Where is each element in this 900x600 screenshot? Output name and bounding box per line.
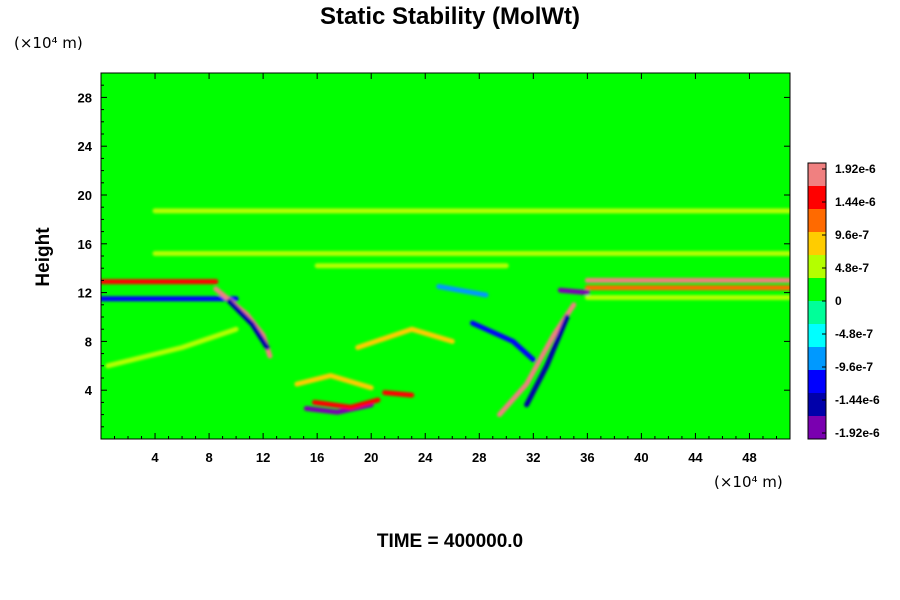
colorbar-label: 0	[835, 294, 842, 308]
colorbar-label: -9.6e-7	[835, 360, 873, 374]
y-axis-title: Height	[33, 227, 54, 287]
field-streak	[557, 287, 590, 296]
y-tick-label: 8	[85, 334, 92, 349]
x-tick-label: 8	[205, 450, 212, 465]
x-tick-label: 20	[364, 450, 378, 465]
field-streak	[524, 314, 570, 408]
field-streak	[470, 320, 536, 363]
colorbar-swatch	[808, 324, 826, 348]
colorbar: 1.92e-6 1.44e-6 9.6e-7 4.8e-7 0 -4.8e-7 -9.6e-…	[807, 162, 880, 440]
colorbar-swatch	[808, 370, 826, 394]
y-tick-label: 24	[78, 139, 93, 154]
colorbar-swatch	[808, 232, 826, 256]
y-tick-label: 4	[85, 383, 93, 398]
colorbar-label: -4.8e-7	[835, 327, 873, 341]
x-tick-label: 24	[418, 450, 433, 465]
x-unit-label: (×10⁴ m)	[714, 473, 783, 491]
field-streak	[382, 390, 415, 398]
colorbar-swatch	[808, 393, 826, 417]
y-unit-label: (×10⁴ m)	[14, 34, 83, 52]
colorbar-swatch	[808, 416, 826, 440]
y-tick-label: 12	[78, 286, 92, 301]
x-tick-label: 16	[310, 450, 324, 465]
field-streak	[105, 326, 239, 369]
colorbar-swatch	[808, 163, 826, 187]
colorbar-label: 9.6e-7	[835, 228, 869, 242]
colorbar-label: -1.92e-6	[835, 426, 880, 440]
colorbar-swatch	[808, 209, 826, 233]
colorbar-label: 4.8e-7	[835, 261, 869, 275]
x-axis: 4 8 12 16 20 24 28 32 36 40 44 48	[114, 73, 777, 465]
colorbar-swatch	[808, 255, 826, 279]
x-tick-label: 40	[634, 450, 648, 465]
y-tick-label: 28	[78, 90, 92, 105]
colorbar-swatch	[808, 278, 826, 302]
x-tick-label: 28	[472, 450, 486, 465]
colorbar-label: 1.92e-6	[835, 162, 876, 176]
field-streak	[294, 373, 374, 391]
chart-title: Static Stability (MolWt)	[320, 3, 580, 30]
heatmap-field	[101, 73, 790, 439]
colorbar-label: -1.44e-6	[835, 393, 880, 407]
x-tick-label: 48	[742, 450, 756, 465]
colorbar-swatch	[808, 347, 826, 371]
field-streak	[355, 326, 455, 350]
field-streak	[312, 397, 381, 410]
x-tick-label: 44	[688, 450, 703, 465]
field-streak	[226, 298, 270, 350]
colorbar-label: 1.44e-6	[835, 195, 876, 209]
x-tick-label: 32	[526, 450, 540, 465]
y-tick-label: 16	[78, 237, 92, 252]
y-axis: 4 8 12 16 20 24 28	[78, 84, 790, 428]
y-tick-label: 20	[78, 188, 92, 203]
time-label: TIME = 400000.0	[376, 531, 524, 552]
x-tick-label: 4	[151, 450, 159, 465]
colorbar-swatch	[808, 186, 826, 210]
colorbar-swatch	[808, 301, 826, 325]
x-tick-label: 12	[256, 450, 270, 465]
field-streak	[436, 284, 489, 298]
x-tick-label: 36	[580, 450, 594, 465]
